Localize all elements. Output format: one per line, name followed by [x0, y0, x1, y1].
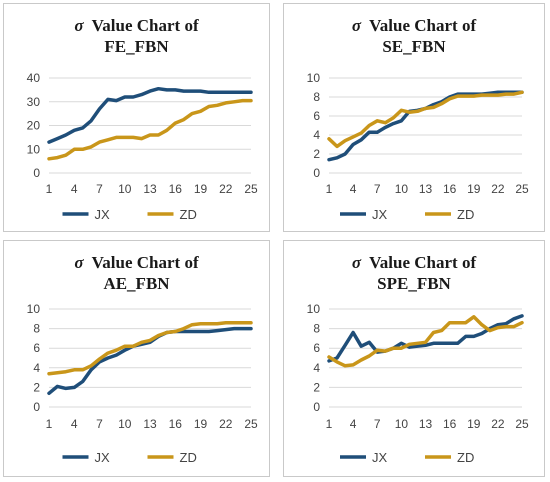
line-chart-ae-fbn: 0 2 4 6 8 10 1 4 7 10 13 16 19 22 25 JX ZD	[27, 302, 258, 465]
y-tick-label: 2	[313, 147, 320, 161]
series-line-jx	[47, 326, 253, 396]
y-tick-label: 0	[313, 166, 320, 180]
line-chart-spe-fbn: 0 2 4 6 8 10 1 4 7 10 13 16 19 22 25 JX ZD	[307, 302, 529, 465]
x-tick-label: 13	[143, 182, 157, 196]
y-tick-label: 30	[27, 95, 41, 109]
x-tick-label: 16	[169, 417, 183, 431]
y-tick-label: 10	[307, 302, 321, 316]
x-tick-label: 13	[419, 182, 433, 196]
chart-title-line1: σ Value Chart of	[351, 253, 477, 272]
x-tick-label: 7	[96, 182, 103, 196]
chart-title-line1: σ Value Chart of	[351, 16, 477, 35]
y-tick-label: 6	[313, 341, 320, 355]
legend-label-jx: JX	[372, 450, 388, 465]
series-line-zd	[47, 98, 253, 161]
chart-panel-se-fbn: σ Value Chart of SE_FBN 0 2 4 6 8 10 1 4 7 10 13 16 1…	[283, 3, 545, 232]
x-tick-label: 22	[491, 417, 505, 431]
y-tick-label: 10	[27, 142, 41, 156]
x-tick-label: 7	[374, 182, 381, 196]
series-line-zd	[47, 320, 253, 376]
chart-panel-ae-fbn: σ Value Chart of AE_FBN 0 2 4 6 8 10 1 4 7 10 13 16 1…	[3, 240, 270, 477]
y-tick-label: 8	[33, 322, 40, 336]
series-line-zd	[327, 315, 524, 368]
x-tick-label: 1	[46, 417, 53, 431]
x-tick-label: 22	[219, 417, 233, 431]
x-tick-label: 25	[515, 417, 529, 431]
sigma-symbol: σ	[351, 16, 362, 35]
x-tick-label: 13	[143, 417, 157, 431]
chart-title-line2: SE_FBN	[382, 37, 446, 56]
x-tick-label: 1	[326, 182, 333, 196]
legend-label-jx: JX	[95, 450, 111, 465]
y-tick-label: 4	[313, 128, 320, 142]
x-tick-label: 19	[194, 182, 208, 196]
y-tick-label: 0	[313, 400, 320, 414]
y-tick-label: 4	[313, 361, 320, 375]
x-tick-label: 16	[443, 417, 457, 431]
x-tick-label: 22	[219, 182, 233, 196]
legend-label-jx: JX	[372, 207, 388, 222]
series-line-jx	[327, 90, 524, 162]
x-tick-label: 16	[443, 182, 457, 196]
x-tick-label: 22	[491, 182, 505, 196]
y-tick-label: 40	[27, 71, 41, 85]
x-tick-label: 4	[350, 182, 357, 196]
chart-title-line1: σ Value Chart of	[74, 253, 199, 272]
chart-title-line1: σ Value Chart of	[74, 16, 199, 35]
chart-title-line2: FE_FBN	[104, 37, 169, 56]
y-tick-label: 4	[33, 361, 40, 375]
legend-label-zd: ZD	[457, 207, 474, 222]
y-tick-label: 2	[33, 380, 40, 394]
y-tick-label: 8	[313, 322, 320, 336]
y-tick-label: 20	[27, 119, 41, 133]
x-tick-label: 7	[374, 417, 381, 431]
series-line-jx	[327, 314, 524, 363]
x-tick-label: 4	[71, 182, 78, 196]
legend-label-zd: ZD	[457, 450, 474, 465]
x-tick-label: 1	[46, 182, 53, 196]
sigma-symbol: σ	[74, 16, 84, 35]
x-tick-label: 10	[395, 182, 409, 196]
legend-label-jx: JX	[95, 207, 111, 222]
x-tick-label: 25	[244, 417, 258, 431]
y-tick-label: 10	[307, 71, 321, 85]
y-tick-label: 0	[33, 400, 40, 414]
chart-title-line2: AE_FBN	[103, 274, 170, 293]
y-tick-label: 0	[33, 166, 40, 180]
sigma-symbol: σ	[351, 253, 362, 272]
line-chart-se-fbn: 0 2 4 6 8 10 1 4 7 10 13 16 19 22 25 JX ZD	[307, 71, 529, 222]
x-tick-label: 10	[395, 417, 409, 431]
x-tick-label: 19	[467, 182, 481, 196]
x-tick-label: 16	[169, 182, 183, 196]
x-tick-label: 19	[467, 417, 481, 431]
series-line-zd	[327, 90, 524, 149]
y-tick-label: 6	[33, 341, 40, 355]
x-tick-label: 7	[96, 417, 103, 431]
chart-panel-fe-fbn: σ Value Chart of FE_FBN 0 10 20 30 40 1 4 7 10 13 1…	[3, 3, 270, 232]
x-tick-label: 10	[118, 182, 132, 196]
series-line-jx	[47, 86, 253, 144]
chart-title-line2: SPE_FBN	[377, 274, 451, 293]
y-tick-label: 2	[313, 380, 320, 394]
x-tick-label: 1	[326, 417, 333, 431]
legend-label-zd: ZD	[180, 450, 197, 465]
x-tick-label: 10	[118, 417, 132, 431]
x-tick-label: 25	[244, 182, 258, 196]
x-tick-label: 4	[71, 417, 78, 431]
y-tick-label: 8	[313, 90, 320, 104]
x-tick-label: 4	[350, 417, 357, 431]
chart-panel-spe-fbn: σ Value Chart of SPE_FBN 0 2 4 6 8 10 1 4 7 10 13 16…	[283, 240, 545, 477]
x-tick-label: 13	[419, 417, 433, 431]
line-chart-fe-fbn: 0 10 20 30 40 1 4 7 10 13 16 19 22 25 JX ZD	[27, 71, 258, 222]
x-tick-label: 19	[194, 417, 208, 431]
x-tick-label: 25	[515, 182, 529, 196]
y-tick-label: 6	[313, 109, 320, 123]
legend-label-zd: ZD	[180, 207, 197, 222]
y-tick-label: 10	[27, 302, 41, 316]
sigma-symbol: σ	[74, 253, 84, 272]
